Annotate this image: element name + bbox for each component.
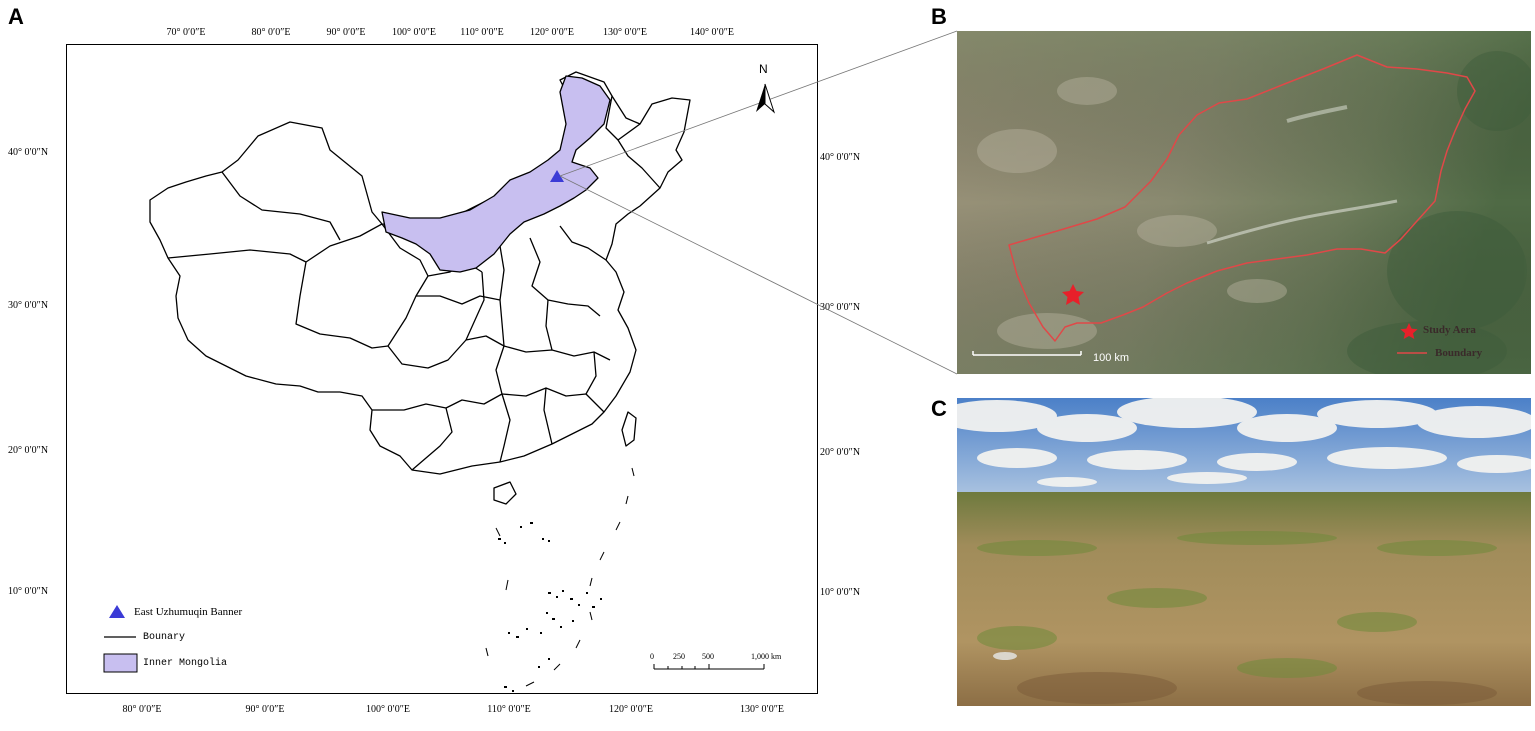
legend-boundary-label: Bounary: [143, 632, 186, 643]
scale-label: 250: [673, 652, 685, 661]
callout-line: [559, 175, 958, 375]
banner-marker-icon: [550, 170, 564, 182]
island-outline: [621, 411, 637, 447]
province-boundary: [411, 407, 453, 471]
panel-label-c: C: [931, 396, 947, 421]
province-boundary: [372, 387, 605, 413]
top-lon-label: 130° 0′0″E: [603, 27, 647, 38]
province-boundary: [499, 393, 511, 463]
scale-bar: [653, 664, 765, 670]
right-lat-label: 40° 0′0″N: [820, 152, 861, 163]
legend-region-swatch: [103, 653, 138, 673]
island-outline: [493, 481, 517, 505]
study-area-boundary: [1008, 54, 1476, 342]
province-boundary: [585, 351, 597, 395]
b-scale-label: 100 km: [1093, 352, 1130, 364]
province-boundary: [305, 223, 383, 263]
bottom-lon-label: 120° 0′0″E: [609, 704, 653, 715]
steppe-photo: [957, 398, 1531, 706]
right-lat-label: 30° 0′0″N: [820, 302, 861, 313]
right-lat-label: 10° 0′0″N: [820, 587, 861, 598]
north-label: N: [759, 62, 768, 76]
rock: [993, 652, 1017, 660]
satellite-svg: [957, 31, 1531, 374]
callout-line: [559, 30, 958, 177]
country-outline: [149, 71, 691, 475]
province-boundary: [465, 271, 485, 341]
province-boundary: [167, 249, 307, 263]
province-boundary: [387, 335, 505, 369]
right-lat-label: 20° 0′0″N: [820, 447, 861, 458]
sea-islands: [498, 522, 602, 692]
nine-dash-line: [485, 467, 635, 687]
inner-mongolia-region: [381, 75, 611, 273]
legend-study-area-label: Study Aera: [1423, 324, 1476, 336]
top-lon-label: 140° 0′0″E: [690, 27, 734, 38]
top-lon-label: 110° 0′0″E: [460, 27, 504, 38]
scale-label: 0: [650, 652, 654, 661]
province-boundary: [545, 299, 553, 351]
left-lat-label: 30° 0′0″N: [8, 300, 49, 311]
top-lon-label: 80° 0′0″E: [251, 27, 291, 38]
panel-label-a: A: [8, 4, 24, 29]
bottom-lon-label: 110° 0′0″E: [487, 704, 531, 715]
top-lon-label: 70° 0′0″E: [166, 27, 206, 38]
province-boundary: [611, 95, 641, 125]
study-area-star-icon: [1062, 284, 1084, 305]
province-boundary: [416, 295, 501, 305]
bottom-lon-label: 90° 0′0″E: [245, 704, 285, 715]
legend-banner-label: East Uzhumuqin Banner: [134, 606, 243, 618]
top-lon-label: 120° 0′0″E: [530, 27, 574, 38]
province-boundary: [495, 245, 505, 395]
legend-boundary-label-b: Boundary: [1435, 347, 1483, 359]
legend-star-icon: [1400, 323, 1418, 339]
province-boundary: [617, 139, 661, 189]
province-boundary: [295, 261, 389, 349]
map-a-frame: [66, 44, 818, 694]
bottom-lon-label: 100° 0′0″E: [366, 704, 410, 715]
province-boundary: [559, 225, 607, 261]
bottom-lon-label: 130° 0′0″E: [740, 704, 784, 715]
legend-banner-icon: [109, 605, 125, 618]
top-lon-label: 90° 0′0″E: [326, 27, 366, 38]
scale-label: 1,000 km: [751, 652, 782, 661]
province-boundary: [503, 345, 611, 361]
scale-label: 500: [702, 652, 714, 661]
north-arrow-icon: [756, 83, 776, 114]
panel-label-b: B: [931, 4, 947, 29]
top-lon-label: 100° 0′0″E: [392, 27, 436, 38]
left-lat-label: 10° 0′0″N: [8, 586, 49, 597]
left-lat-label: 40° 0′0″N: [8, 147, 49, 158]
province-boundary: [221, 171, 341, 241]
steppe-photo-svg: [957, 398, 1531, 706]
bottom-lon-label: 80° 0′0″E: [122, 704, 162, 715]
left-lat-label: 20° 0′0″N: [8, 445, 49, 456]
satellite-image: 100 km Study Aera Boundary: [957, 31, 1531, 374]
legend-region-label: Inner Mongolia: [143, 658, 228, 669]
province-boundary: [543, 387, 553, 445]
